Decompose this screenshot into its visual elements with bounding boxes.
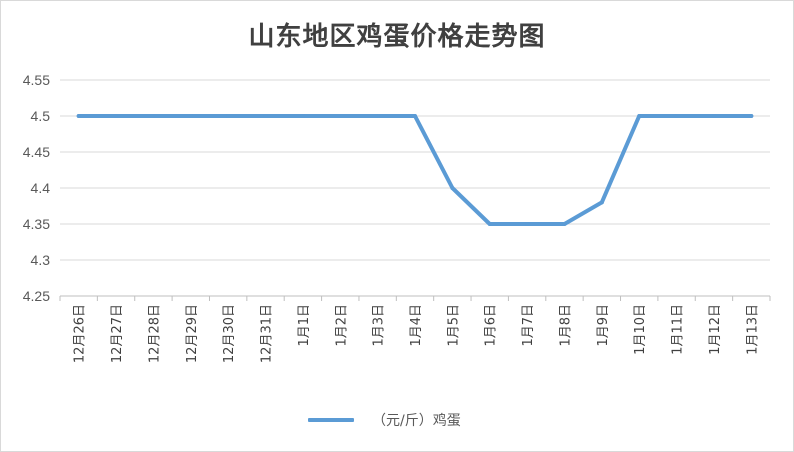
data-point — [226, 114, 231, 118]
x-tick-label: 1月8日 — [558, 304, 573, 347]
data-point — [637, 114, 642, 118]
data-point — [76, 114, 81, 118]
data-point — [562, 222, 567, 226]
x-tick-label: 1月3日 — [372, 304, 387, 347]
legend: （元/斤）鸡蛋 — [308, 408, 461, 432]
x-tick-label: 1月4日 — [409, 304, 424, 347]
x-tick-label: 1月12日 — [708, 304, 723, 355]
y-tick-label: 4.55 — [23, 72, 50, 88]
data-point — [300, 114, 305, 118]
chart-title: 山东地区鸡蛋价格走势图 — [248, 22, 546, 52]
data-point — [375, 114, 380, 118]
legend-label: （元/斤）鸡蛋 — [372, 413, 461, 429]
data-point — [263, 114, 268, 118]
x-tick-label: 1月5日 — [446, 304, 461, 347]
data-point — [487, 222, 492, 226]
x-tick-label: 1月2日 — [334, 304, 349, 347]
y-tick-label: 4.5 — [31, 108, 51, 124]
data-point — [599, 200, 604, 205]
data-point — [525, 222, 530, 226]
legend-line-swatch — [308, 418, 354, 422]
data-point — [674, 114, 679, 118]
x-tick-label: 12月29日 — [185, 304, 200, 363]
data-point — [413, 114, 417, 118]
x-tick-label: 12月31日 — [260, 304, 275, 363]
x-tick-label: 1月11日 — [671, 304, 686, 355]
y-tick-label: 4.4 — [31, 180, 51, 196]
y-tick-label: 4.45 — [23, 144, 50, 160]
data-point — [188, 114, 193, 118]
x-tick-label: 1月1日 — [297, 304, 312, 347]
y-tick-label: 4.35 — [23, 216, 50, 232]
data-point — [749, 114, 754, 118]
x-tick-label: 12月30日 — [222, 304, 237, 363]
data-point — [114, 114, 119, 118]
x-tick-label: 12月28日 — [147, 304, 162, 363]
data-point — [338, 114, 343, 118]
data-point — [151, 114, 156, 118]
x-tick-label: 1月6日 — [484, 304, 499, 347]
x-tick-label: 1月13日 — [745, 304, 760, 355]
x-tick-label: 1月7日 — [521, 304, 536, 347]
x-tick-label: 1月10日 — [633, 304, 648, 355]
y-tick-label: 4.3 — [31, 252, 51, 268]
x-tick-label: 1月9日 — [596, 304, 611, 347]
x-tick-label: 12月27日 — [110, 304, 125, 363]
series-line — [76, 114, 754, 226]
data-point — [711, 114, 716, 118]
data-point — [450, 186, 455, 190]
y-tick-label: 4.25 — [23, 288, 50, 304]
x-tick-label: 12月26日 — [73, 304, 88, 363]
